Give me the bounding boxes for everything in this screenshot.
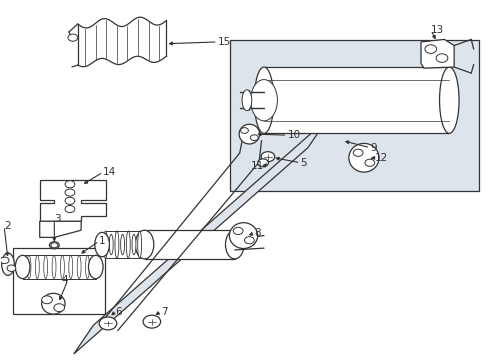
Text: 13: 13 [430,25,443,35]
Circle shape [68,34,78,41]
Ellipse shape [15,255,30,279]
Ellipse shape [348,143,378,172]
Circle shape [352,149,362,156]
Ellipse shape [85,255,89,279]
Ellipse shape [27,255,31,279]
Circle shape [51,243,58,248]
Ellipse shape [242,90,251,111]
Text: 6: 6 [115,307,122,317]
Ellipse shape [121,234,124,255]
Polygon shape [74,119,327,354]
Ellipse shape [88,255,103,279]
Polygon shape [40,221,81,237]
Ellipse shape [69,255,73,279]
Polygon shape [264,67,448,134]
Text: 3: 3 [54,215,61,224]
Circle shape [65,206,75,213]
Text: 14: 14 [103,167,116,177]
Polygon shape [22,255,96,279]
Circle shape [244,237,254,244]
Text: 2: 2 [4,221,11,231]
Ellipse shape [239,124,259,144]
Ellipse shape [225,230,244,259]
Text: 8: 8 [254,228,260,238]
Circle shape [261,152,274,162]
Circle shape [41,296,52,304]
Polygon shape [229,40,478,191]
Ellipse shape [126,231,130,258]
Ellipse shape [103,231,107,258]
Ellipse shape [61,255,64,279]
Circle shape [7,265,16,271]
Ellipse shape [132,234,136,255]
Circle shape [65,181,75,188]
Ellipse shape [77,255,81,279]
Ellipse shape [95,232,109,257]
Text: 7: 7 [160,307,167,317]
Text: 12: 12 [374,153,387,163]
Circle shape [143,315,160,328]
Circle shape [0,257,9,264]
Text: 11: 11 [250,161,264,171]
Ellipse shape [229,223,257,248]
Text: 15: 15 [217,37,230,47]
Polygon shape [40,180,105,221]
Polygon shape [144,230,234,259]
Ellipse shape [49,242,59,249]
Circle shape [233,227,243,234]
Text: 1: 1 [99,236,105,246]
Ellipse shape [254,67,273,134]
Circle shape [257,159,268,167]
Circle shape [424,45,436,53]
Text: 9: 9 [369,143,376,153]
Circle shape [54,304,64,312]
Polygon shape [420,40,453,68]
Circle shape [65,189,75,196]
Ellipse shape [41,293,65,314]
Bar [13,248,104,315]
Ellipse shape [439,67,458,134]
Ellipse shape [138,231,142,258]
Ellipse shape [109,234,113,255]
Circle shape [99,317,117,330]
Circle shape [65,197,75,204]
Text: 10: 10 [287,130,300,140]
Ellipse shape [35,255,39,279]
Ellipse shape [250,80,277,121]
Circle shape [250,135,258,140]
Ellipse shape [115,231,119,258]
Ellipse shape [135,230,154,259]
Circle shape [435,54,447,62]
Circle shape [240,128,248,134]
Ellipse shape [1,253,14,275]
Circle shape [364,159,374,166]
Text: 4: 4 [61,275,68,285]
Ellipse shape [43,255,47,279]
Ellipse shape [52,255,56,279]
Text: 5: 5 [300,158,306,168]
